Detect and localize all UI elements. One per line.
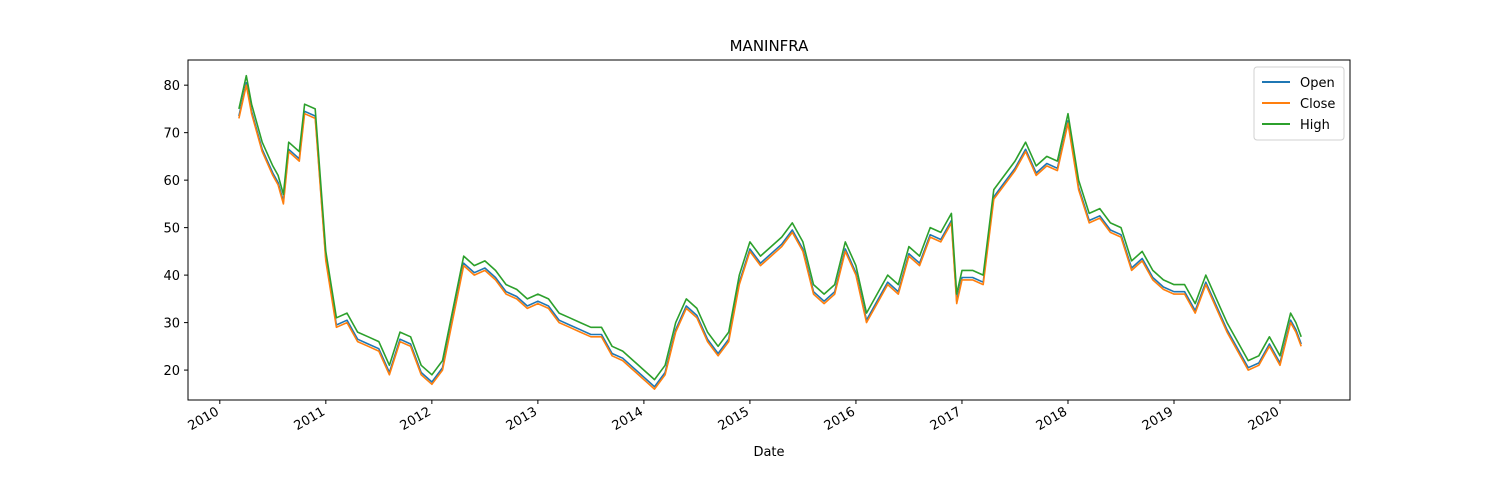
series-line bbox=[238, 84, 1302, 390]
x-tick-label: 2014 bbox=[610, 404, 646, 434]
y-tick-label: 40 bbox=[163, 269, 180, 284]
plot-frame bbox=[187, 59, 1351, 401]
y-tick-label: 60 bbox=[163, 174, 180, 189]
legend-label: Close bbox=[1300, 97, 1335, 112]
x-tick-label: 2017 bbox=[928, 404, 964, 434]
x-tick-label: 2012 bbox=[398, 404, 434, 434]
x-tick-label: 2011 bbox=[292, 404, 328, 434]
x-tick-label: 2010 bbox=[186, 404, 222, 434]
x-tick-label: 2016 bbox=[822, 404, 858, 434]
y-tick-label: 50 bbox=[163, 222, 180, 237]
y-tick-label: 70 bbox=[163, 127, 180, 142]
legend-label: Open bbox=[1300, 76, 1335, 91]
x-axis-label: Date bbox=[753, 445, 784, 460]
x-tick-label: 2019 bbox=[1140, 404, 1176, 434]
legend-box bbox=[1253, 66, 1345, 141]
y-tick-label: 80 bbox=[163, 79, 180, 94]
x-tick-label: 2018 bbox=[1034, 404, 1070, 434]
legend-label: High bbox=[1300, 118, 1330, 133]
series-line bbox=[238, 74, 1302, 381]
chart-title: MANINFRA bbox=[730, 37, 810, 55]
y-tick-label: 20 bbox=[163, 364, 180, 379]
series-line bbox=[238, 82, 1302, 388]
legend: Open Close High bbox=[1253, 66, 1345, 141]
x-tick-label: 2020 bbox=[1246, 404, 1282, 434]
y-tick-label: 30 bbox=[163, 317, 180, 332]
x-tick-label: 2013 bbox=[504, 404, 540, 434]
x-tick-label: 2015 bbox=[716, 404, 752, 434]
